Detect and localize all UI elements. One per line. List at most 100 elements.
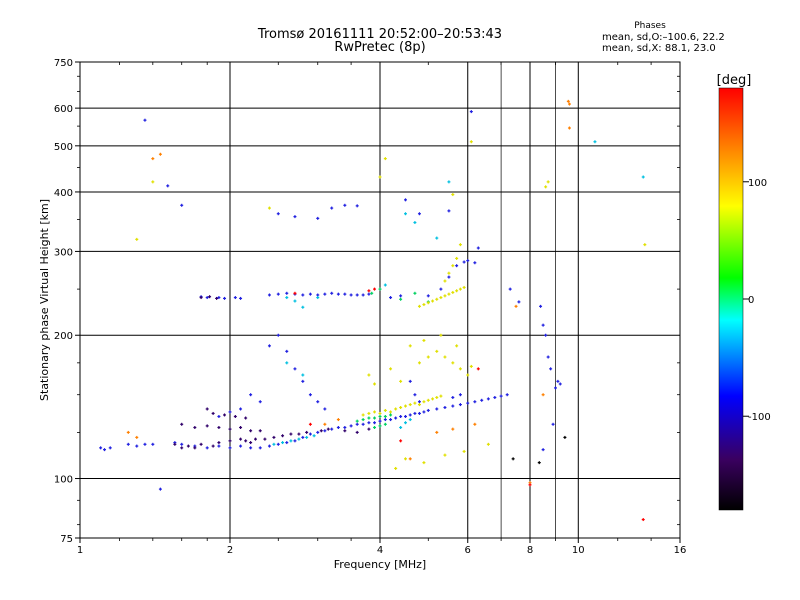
data-point [546, 180, 550, 184]
data-point [422, 400, 426, 404]
data-point [308, 432, 312, 436]
data-point [293, 299, 297, 303]
colorbar-ticks: 100 0 -100 [743, 178, 771, 423]
data-point [435, 430, 439, 434]
data-point [458, 393, 462, 397]
data-point [289, 439, 293, 443]
data-point [180, 203, 184, 207]
data-point [389, 413, 393, 417]
data-point [473, 422, 477, 426]
data-point [408, 418, 412, 422]
data-point [378, 411, 382, 415]
data-point [239, 407, 243, 411]
data-point [258, 429, 262, 433]
data-point [199, 442, 203, 446]
data-point [249, 441, 253, 445]
y-axis-label: Stationary phase Virtual Height [km] [38, 199, 51, 401]
data-point [281, 441, 285, 445]
data-point [451, 193, 455, 197]
data-point [426, 408, 430, 412]
data-point [151, 442, 155, 446]
data-point [403, 212, 407, 216]
data-point [289, 432, 293, 436]
data-point [455, 344, 459, 348]
data-point [228, 427, 232, 431]
data-point [537, 461, 541, 465]
data-point [316, 430, 320, 434]
data-point [544, 185, 548, 189]
data-point [399, 439, 403, 443]
data-point [466, 401, 470, 405]
data-point [394, 416, 398, 420]
data-point [422, 410, 426, 414]
data-point [180, 446, 184, 450]
data-point [511, 457, 515, 461]
data-point [258, 400, 262, 404]
data-point [244, 416, 248, 420]
data-point [426, 301, 430, 305]
data-point [466, 373, 470, 377]
y-tick-label: 300 [54, 247, 73, 258]
data-point [228, 439, 232, 443]
x-tick-label: 16 [674, 545, 687, 556]
data-point [217, 296, 221, 300]
data-point [349, 424, 353, 428]
y-tick-label: 100 [54, 475, 73, 486]
data-point [443, 453, 447, 457]
data-point [435, 349, 439, 353]
data-point [473, 400, 477, 404]
data-point [301, 435, 305, 439]
data-point [312, 434, 316, 438]
data-point [308, 393, 312, 397]
x-tick-label: 8 [527, 545, 533, 556]
data-point [135, 237, 139, 241]
data-point [447, 271, 451, 275]
data-point [476, 246, 480, 250]
data-point [367, 427, 371, 431]
data-point [180, 422, 184, 426]
data-point [514, 304, 518, 308]
data-point [211, 411, 215, 415]
data-point [217, 444, 221, 448]
data-point [413, 221, 417, 225]
data-point [367, 421, 371, 425]
data-point [549, 367, 553, 371]
data-point [323, 422, 327, 426]
data-point [439, 394, 443, 398]
data-point [343, 425, 347, 429]
data-point [408, 344, 412, 348]
y-tick-label: 400 [54, 188, 73, 199]
colorbar-tick-label: -100 [748, 412, 771, 423]
data-point [486, 397, 490, 401]
data-point [383, 283, 387, 287]
data-point [417, 361, 421, 365]
data-point [343, 203, 347, 207]
data-point [462, 260, 466, 264]
data-point [403, 457, 407, 461]
data-point [135, 435, 139, 439]
data-point [451, 395, 455, 399]
data-point [373, 382, 377, 386]
chart-subtitle: RwPretec (8p) [334, 40, 426, 55]
data-point [233, 414, 237, 418]
data-point [426, 294, 430, 298]
data-point [316, 296, 320, 300]
data-point [285, 349, 289, 353]
data-point [417, 403, 421, 407]
data-point [244, 439, 248, 443]
data-point [541, 323, 545, 327]
data-point [389, 367, 393, 371]
data-point [473, 261, 477, 265]
data-point [361, 413, 365, 417]
data-point [553, 386, 557, 390]
data-point [443, 294, 447, 298]
data-point [383, 414, 387, 418]
data-point [239, 437, 243, 441]
data-point [143, 442, 147, 446]
data-point [422, 303, 426, 307]
data-point [343, 429, 347, 433]
data-point [431, 397, 435, 401]
data-point [462, 449, 466, 453]
data-point [276, 292, 280, 296]
data-point [451, 264, 455, 268]
